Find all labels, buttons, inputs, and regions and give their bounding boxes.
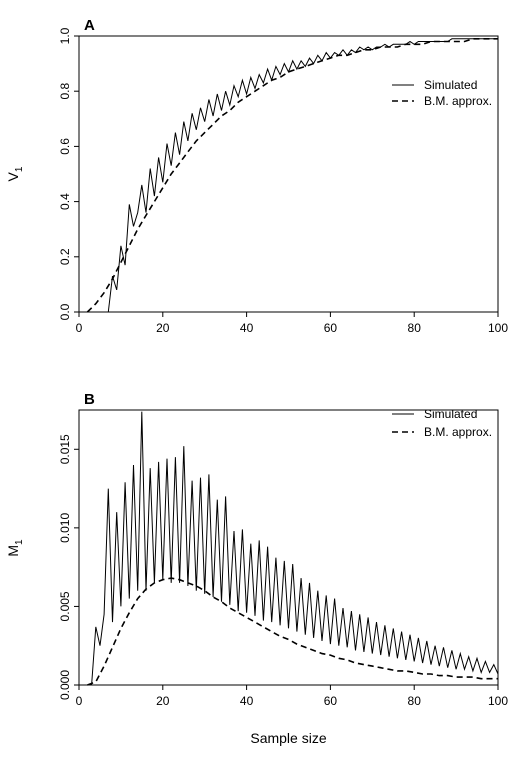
legend: Simulated B.M. approx. [392, 407, 492, 439]
y-tick-label: 0.4 [58, 193, 72, 210]
x-tick-label: 40 [240, 321, 254, 335]
x-tick-label: 40 [240, 694, 254, 708]
x-tick-label: 60 [324, 694, 338, 708]
y-axis-label: M1 [5, 539, 25, 557]
panel-label: B [84, 391, 95, 408]
x-tick-label: 80 [408, 321, 422, 335]
y-tick-label: 0.6 [58, 138, 72, 155]
y-axis-label-subscript: 1 [14, 166, 25, 172]
panel-label: A [84, 17, 95, 34]
x-tick-label: 0 [76, 694, 83, 708]
plot-area [78, 35, 499, 313]
series-line-bm-approx [87, 577, 498, 686]
x-tick-label: 100 [488, 694, 508, 708]
panel-a: 0 20 40 60 80 100 0.0 0.2 0.4 0.6 0.8 1.0 V1 A Simulat… [5, 17, 508, 335]
series-line-bm-approx [86, 37, 498, 313]
legend: Simulated B.M. approx. [392, 78, 492, 108]
y-tick-label: 0.005 [58, 591, 72, 621]
y-tick-label: 0.015 [58, 434, 72, 464]
legend-label: Simulated [424, 407, 477, 421]
x-axis-label: Sample size [250, 730, 326, 746]
y-tick-label: 1.0 [58, 27, 72, 44]
y-axis-label-subscript: 1 [14, 539, 25, 545]
x-tick-label: 20 [156, 321, 170, 335]
y-tick-label: 0.010 [58, 513, 72, 543]
y-axis-label: V1 [5, 166, 25, 181]
plot-area [78, 409, 499, 686]
y-tick-label: 0.8 [58, 83, 72, 100]
x-tick-label: 100 [488, 321, 508, 335]
series-line-simulated [83, 411, 499, 686]
legend-label: Simulated [424, 78, 477, 92]
x-tick-label: 80 [408, 694, 422, 708]
x-tick-label: 0 [76, 321, 83, 335]
y-tick-label: 0.000 [58, 670, 72, 700]
legend-label: B.M. approx. [424, 94, 492, 108]
x-tick-label: 60 [324, 321, 338, 335]
legend-label: B.M. approx. [424, 425, 492, 439]
y-tick-label: 0.2 [58, 248, 72, 265]
y-tick-label: 0.0 [58, 303, 72, 320]
panel-b: 0 20 40 60 80 100 0.000 0.005 0.010 0.015 M1 Sample… [5, 391, 508, 746]
x-tick-label: 20 [156, 694, 170, 708]
